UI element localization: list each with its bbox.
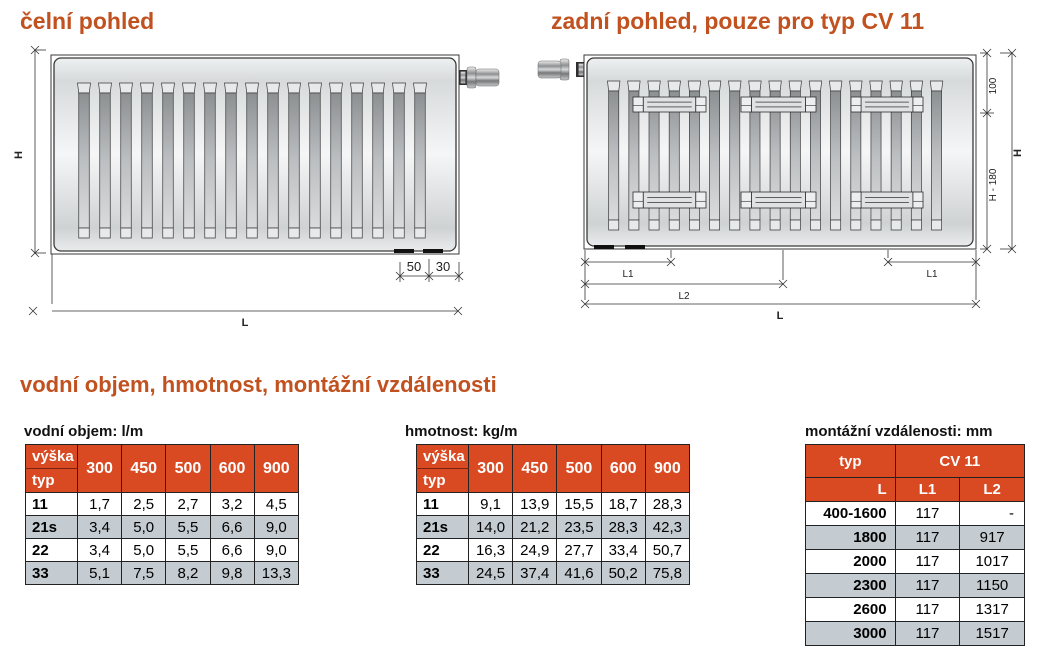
svg-text:100: 100 xyxy=(988,77,999,94)
svg-text:H - 180: H - 180 xyxy=(988,168,999,201)
svg-text:30: 30 xyxy=(436,259,450,274)
svg-text:L: L xyxy=(777,310,784,322)
svg-text:50: 50 xyxy=(407,259,421,274)
svg-text:H: H xyxy=(13,151,25,159)
svg-text:L2: L2 xyxy=(678,291,690,302)
svg-text:L1: L1 xyxy=(622,269,634,280)
svg-text:L1: L1 xyxy=(926,269,938,280)
svg-text:L: L xyxy=(242,317,249,329)
svg-text:H: H xyxy=(1012,149,1024,157)
